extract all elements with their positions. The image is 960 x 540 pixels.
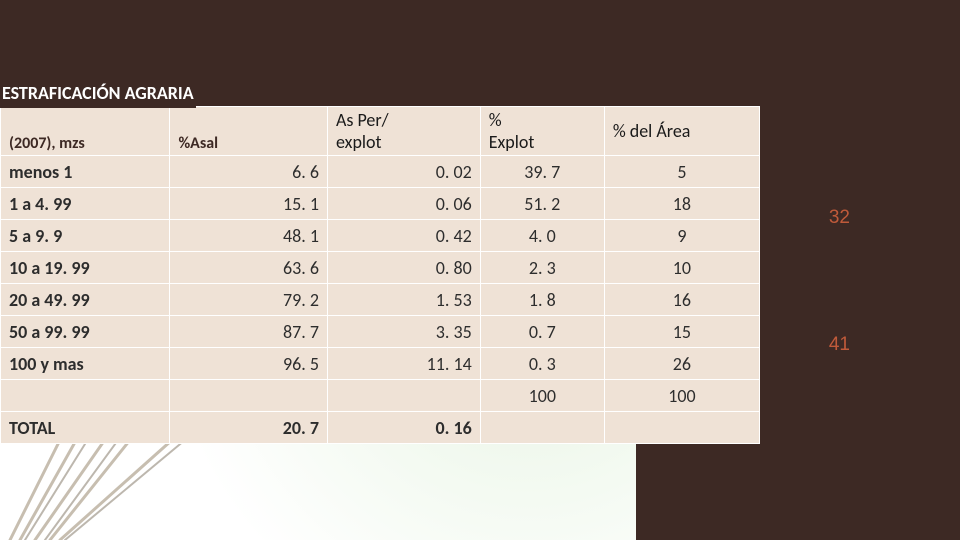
row-label: 10 a 19. 99	[1, 252, 170, 284]
cell-area: 5	[604, 156, 759, 188]
col-header-explot-l2: Explot	[489, 131, 596, 153]
cell-asper: 11. 14	[327, 348, 480, 380]
cell-empty	[604, 412, 759, 444]
row-label: 50 a 99. 99	[1, 316, 170, 348]
slide-title: ESTRAFICACIÓN AGRARIA	[0, 78, 196, 108]
cell-asal: 79. 2	[170, 284, 328, 316]
cell-area: 10	[604, 252, 759, 284]
table-row: menos 1 6. 6 0. 02 39. 7 5	[1, 156, 760, 188]
total-asal: 20. 7	[170, 412, 328, 444]
cell-explot-total: 100	[480, 380, 604, 412]
cell-empty	[480, 412, 604, 444]
cell-explot: 0. 7	[480, 316, 604, 348]
cell-asal: 48. 1	[170, 220, 328, 252]
table-row: 5 a 9. 9 48. 1 0. 42 4. 0 9	[1, 220, 760, 252]
cell-asper: 0. 42	[327, 220, 480, 252]
cell-asper: 1. 53	[327, 284, 480, 316]
row-label: 1 a 4. 99	[1, 188, 170, 220]
cell-area: 15	[604, 316, 759, 348]
cell-asal: 96. 5	[170, 348, 328, 380]
cell-empty	[170, 380, 328, 412]
cell-explot: 39. 7	[480, 156, 604, 188]
cell-asal: 87. 7	[170, 316, 328, 348]
row-label: 20 a 49. 99	[1, 284, 170, 316]
group-callout-2: 41	[829, 334, 850, 356]
table-row: 10 a 19. 99 63. 6 0. 80 2. 3 10	[1, 252, 760, 284]
row-label: 100 y mas	[1, 348, 170, 380]
cell-explot: 1. 8	[480, 284, 604, 316]
table-row: 50 a 99. 99 87. 7 3. 35 0. 7 15	[1, 316, 760, 348]
col-header-area: % del Área	[604, 107, 759, 156]
cell-asal: 6. 6	[170, 156, 328, 188]
group-callout-1: 32	[829, 207, 850, 229]
col-header-asper-l1: As Per/	[336, 109, 472, 131]
title-row: ESTRAFICACIÓN AGRARIA	[0, 78, 760, 108]
cell-asper: 0. 80	[327, 252, 480, 284]
table-row: 100 y mas 96. 5 11. 14 0. 3 26	[1, 348, 760, 380]
cell-area: 16	[604, 284, 759, 316]
cell-empty	[327, 380, 480, 412]
cell-explot: 2. 3	[480, 252, 604, 284]
cell-area: 26	[604, 348, 759, 380]
cell-area: 18	[604, 188, 759, 220]
row-label: 5 a 9. 9	[1, 220, 170, 252]
total-asper: 0. 16	[327, 412, 480, 444]
col-header-asal: %Asal	[178, 134, 218, 153]
col-header-asper-l2: explot	[336, 131, 472, 153]
row-label-empty	[1, 380, 170, 412]
cell-asper: 0. 06	[327, 188, 480, 220]
total-label: TOTAL	[1, 412, 170, 444]
cell-asper: 0. 02	[327, 156, 480, 188]
cell-explot: 4. 0	[480, 220, 604, 252]
cell-explot: 0. 3	[480, 348, 604, 380]
cell-asal: 15. 1	[170, 188, 328, 220]
table-row: 1 a 4. 99 15. 1 0. 06 51. 2 18	[1, 188, 760, 220]
cell-area-total: 100	[604, 380, 759, 412]
row-label: menos 1	[1, 156, 170, 188]
col-header-range: (2007), mzs	[9, 134, 85, 153]
table-row-total: TOTAL 20. 7 0. 16	[1, 412, 760, 444]
cell-explot: 51. 2	[480, 188, 604, 220]
cell-area: 9	[604, 220, 759, 252]
table-row-footer: 100 100	[1, 380, 760, 412]
data-table-container: (2007), mzs %Asal As Per/ explot % Explo…	[0, 106, 760, 444]
cell-asal: 63. 6	[170, 252, 328, 284]
stratification-table: (2007), mzs %Asal As Per/ explot % Explo…	[0, 106, 760, 444]
col-header-explot-l1: %	[489, 109, 596, 131]
table-row: 20 a 49. 99 79. 2 1. 53 1. 8 16	[1, 284, 760, 316]
cell-asper: 3. 35	[327, 316, 480, 348]
slide: ESTRAFICACIÓN AGRARIA (2007), mzs %Asal …	[0, 0, 960, 540]
table-header-row: (2007), mzs %Asal As Per/ explot % Explo…	[1, 107, 760, 156]
